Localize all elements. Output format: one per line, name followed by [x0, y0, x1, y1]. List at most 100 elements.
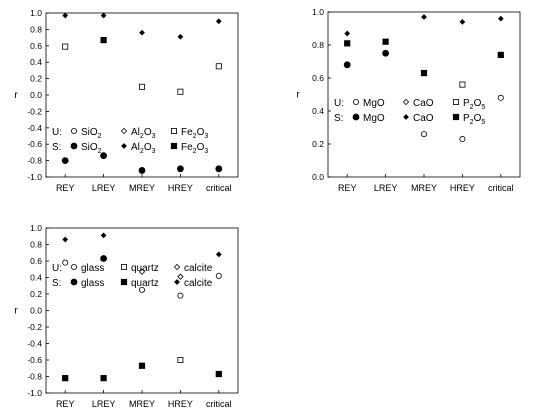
data-point	[215, 370, 222, 378]
x-tick-label: HREY	[168, 399, 193, 409]
y-tick-label: 0.8	[312, 40, 324, 50]
data-point	[344, 30, 351, 37]
legend: U: glass quartz calcite S: glass quartz calcite	[52, 263, 213, 289]
x-tick-label: MREY	[411, 183, 437, 193]
legend: U: SiO2 Al2O3 Fe2O3 S: SiO2 Al2O3 Fe2O3	[52, 127, 208, 155]
x-tick-label: LREY	[92, 399, 116, 409]
data-point	[421, 14, 427, 20]
y-tick-label: -0.6	[27, 355, 42, 365]
data-point	[138, 362, 146, 369]
data-point	[138, 167, 146, 174]
data-point	[62, 236, 69, 243]
chart-panel-3: 1.0 0.8 0.6 0.4 0.2 0.0 -0.2 -0.4 -0.6 -0.8 -1.0 r R…	[14, 223, 239, 409]
legend-prefix: S:	[52, 142, 61, 153]
legend-marker	[121, 143, 127, 149]
data-point	[61, 157, 69, 165]
y-tick-label: 0.4	[30, 57, 42, 67]
legend-marker	[174, 279, 180, 285]
data-point	[62, 259, 69, 266]
y-tick-label: -0.8	[27, 372, 42, 382]
y-tick-label: 0.2	[30, 289, 42, 299]
y-tick-label: -0.4	[27, 123, 42, 133]
data-point	[100, 12, 107, 19]
data-point	[139, 29, 145, 36]
data-point	[420, 69, 428, 77]
legend-label: Al2O3	[131, 142, 156, 155]
y-tick-label: -1.0	[27, 172, 42, 182]
data-point	[177, 88, 184, 95]
data-point	[497, 94, 504, 101]
y-tick-label: 0.4	[312, 106, 324, 116]
y-tick-label: 0.2	[30, 74, 42, 84]
legend-marker	[71, 127, 78, 134]
y-tick-label: 0.8	[30, 24, 42, 34]
data-point	[459, 19, 466, 25]
data-point	[344, 40, 351, 47]
data-point	[100, 36, 107, 44]
legend-marker	[352, 99, 359, 106]
y-tick-label: 0.6	[30, 256, 42, 266]
legend-label: P2O5	[463, 98, 485, 111]
legend-prefix: U:	[52, 127, 62, 138]
y-tick-label: 0.4	[30, 273, 42, 283]
legend-marker	[121, 263, 128, 270]
y-tick-label: -1.0	[27, 388, 42, 398]
legend-marker	[170, 142, 178, 150]
data-point	[215, 18, 222, 25]
legend-label: CaO	[413, 113, 434, 124]
y-tick-label: -0.6	[27, 139, 42, 149]
y-axis-label: r	[14, 306, 18, 317]
x-tick-label: LREY	[92, 183, 116, 193]
plot-frame	[327, 11, 521, 178]
data-point	[176, 165, 184, 173]
legend-marker	[120, 127, 128, 135]
data-point	[138, 83, 145, 90]
legend-prefix: S:	[334, 113, 343, 124]
legend-prefix: S:	[52, 278, 61, 289]
y-axis-label: r	[14, 90, 18, 101]
legend-label: MgO	[363, 98, 385, 109]
x-tick-label: critical	[488, 183, 514, 193]
x-tick-label: MREY	[129, 183, 155, 193]
data-point	[459, 81, 466, 88]
data-point	[100, 255, 107, 262]
legend: U: MgO CaO P2O5 S: MgO CaO P2O5	[334, 98, 485, 126]
legend-label: quartz	[131, 278, 159, 289]
y-tick-label: -0.8	[27, 156, 42, 166]
legend-marker	[402, 98, 410, 106]
x-tick-label: REY	[56, 183, 75, 193]
legend-label: quartz	[131, 263, 159, 274]
y-tick-label: 0.2	[312, 139, 324, 149]
y-tick-label: 1.0	[30, 223, 42, 233]
data-point	[100, 375, 107, 382]
legend-label: CaO	[413, 98, 434, 109]
legend-label: calcite	[184, 278, 213, 289]
chart-panel-2: 1.0 0.8 0.6 0.4 0.2 0.0 r REY LREY MREY HREY critic…	[296, 7, 521, 193]
data-point	[497, 51, 504, 59]
data-point	[420, 131, 427, 138]
data-point	[177, 33, 184, 40]
data-point	[138, 286, 145, 293]
chart-panel-1: 1.0 0.8 0.6 0.4 0.2 0.0 -0.2 -0.4 -0.6 -0.8 -1.0 r R…	[14, 8, 239, 193]
x-tick-label: critical	[206, 399, 232, 409]
data-point	[343, 61, 351, 69]
legend-label: P2O5	[463, 113, 485, 126]
data-point	[215, 272, 222, 279]
data-point	[62, 12, 69, 19]
legend-label: Fe2O3	[181, 127, 208, 140]
x-tick-label: MREY	[129, 399, 155, 409]
y-tick-label: 0.6	[312, 73, 324, 83]
y-tick-label: 0.6	[30, 41, 42, 51]
data-point	[138, 268, 146, 275]
legend-label: Al2O3	[131, 127, 156, 140]
data-point	[100, 232, 107, 239]
data-point	[62, 375, 69, 382]
legend-marker	[120, 278, 128, 286]
legend-marker	[403, 114, 409, 120]
y-axis-label: r	[296, 90, 300, 101]
data-point	[215, 251, 222, 258]
y-tick-label: -0.4	[27, 339, 42, 349]
data-point	[62, 43, 69, 50]
legend-label: glass	[81, 278, 104, 289]
